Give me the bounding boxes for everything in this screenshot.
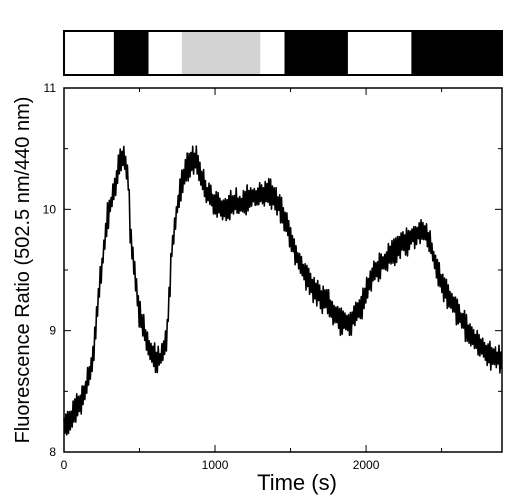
condition-bar-segment-white: [347, 31, 412, 75]
y-axis-label: Fluorescence Ratio (502.5 nm/440 nm): [12, 97, 34, 444]
condition-bar-segment-white: [64, 31, 114, 75]
x-tick-label: 0: [61, 458, 68, 472]
condition-bar-segment-gray: [181, 31, 261, 75]
condition-bar-border: [63, 30, 503, 76]
x-axis-label: Time (s): [257, 470, 337, 495]
y-tick-label: 9: [49, 324, 56, 338]
series-line-fluorescence-ratio: [63, 145, 503, 436]
condition-bar-segment-black: [113, 31, 149, 75]
condition-bar-segment-white: [260, 31, 285, 75]
y-tick-label: 8: [49, 445, 56, 459]
y-tick-label: 10: [43, 202, 57, 216]
axis-tick-labels: 8 9 10 11 0 1000 2000: [43, 81, 380, 472]
axis-ticks: [63, 87, 502, 453]
condition-bar: [63, 30, 503, 76]
x-tick-label: 2000: [353, 458, 380, 472]
condition-bar-segment-black: [411, 31, 502, 75]
condition-bar-segment-white: [148, 31, 182, 75]
x-tick-label: 1000: [202, 458, 229, 472]
condition-bar-segment-black: [284, 31, 348, 75]
y-tick-label: 11: [44, 81, 57, 95]
